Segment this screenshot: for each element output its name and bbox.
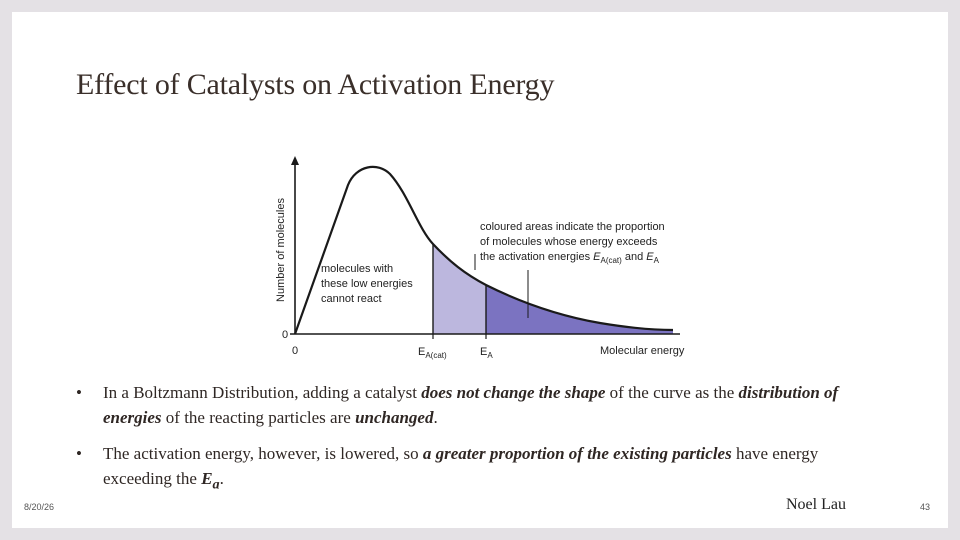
- bullet-text: have energy exceeding the: [103, 444, 819, 488]
- ea-subscript: A: [487, 351, 493, 360]
- activation-energy-subscript: a: [212, 476, 220, 493]
- area-note-e2: E: [646, 251, 654, 263]
- low-energy-note-line: these low energies: [321, 278, 413, 290]
- area-note-prefix: the activation energies: [480, 251, 593, 263]
- low-energy-note: molecules with these low energies cannot…: [321, 263, 416, 305]
- footer-author: Noel Lau: [786, 496, 846, 513]
- bullet-text: of the curve as the: [605, 383, 739, 402]
- slide: [12, 12, 948, 528]
- activation-energy-symbol: E: [201, 469, 213, 488]
- origin-y-label: 0: [282, 329, 288, 341]
- footer-date: 8/20/26: [24, 502, 55, 512]
- bullet-emphasis: unchanged: [355, 408, 434, 427]
- area-note-e1-sub: A(cat): [600, 256, 622, 265]
- bullet-text: of the reacting particles are: [161, 408, 356, 427]
- area-note-line: of molecules whose energy exceeds: [480, 236, 658, 248]
- bullet-emphasis: a greater proportion of the existing par…: [422, 444, 732, 463]
- area-note-and: and: [622, 251, 646, 263]
- ea-cat-label: EA(cat): [418, 346, 447, 360]
- distribution-curve: [293, 165, 674, 335]
- y-axis-label: Number of molecules: [275, 198, 287, 302]
- bullet-text: .: [433, 408, 438, 427]
- origin-x-label: 0: [292, 345, 298, 357]
- bullet-item: • The activation energy, however, is low…: [76, 441, 866, 497]
- bullet-text: .: [219, 469, 224, 488]
- boltzmann-diagram: Number of molecules 0 0 Molecular energy…: [275, 156, 685, 360]
- bullet-text: The activation energy, however, is lower…: [103, 444, 423, 463]
- area-note-line: coloured areas indicate the proportion: [480, 221, 665, 233]
- page-number: 43: [920, 502, 931, 512]
- area-above-ea: [486, 285, 673, 334]
- bullet-dot: •: [76, 383, 82, 402]
- low-energy-note-line: molecules with: [321, 263, 393, 275]
- area-note-line3: the activation energies EA(cat) and EA: [480, 251, 660, 265]
- ea-label: EA: [480, 346, 493, 360]
- x-axis-label: Molecular energy: [600, 345, 685, 357]
- y-axis-arrow: [291, 156, 299, 165]
- slide-title: Effect of Catalysts on Activation Energy: [76, 68, 555, 101]
- bullet-emphasis: does not change the shape: [421, 383, 606, 402]
- area-above-ea-cat: [433, 244, 486, 334]
- area-note-e1: E: [593, 251, 601, 263]
- area-note-e2-sub: A: [654, 256, 660, 265]
- bullet-item: • In a Boltzmann Distribution, adding a …: [76, 380, 866, 430]
- bullet-list: • In a Boltzmann Distribution, adding a …: [76, 380, 866, 508]
- ea-cat-symbol: E: [418, 346, 425, 358]
- ea-cat-subscript: A(cat): [425, 351, 447, 360]
- low-energy-note-line: cannot react: [321, 293, 382, 305]
- bullet-dot: •: [76, 444, 82, 463]
- area-note: coloured areas indicate the proportion o…: [480, 221, 668, 248]
- bullet-emphasis: distribution of energies: [103, 383, 839, 427]
- bullet-text: In a Boltzmann Distribution, adding a ca…: [103, 383, 422, 402]
- ea-symbol: E: [480, 346, 487, 358]
